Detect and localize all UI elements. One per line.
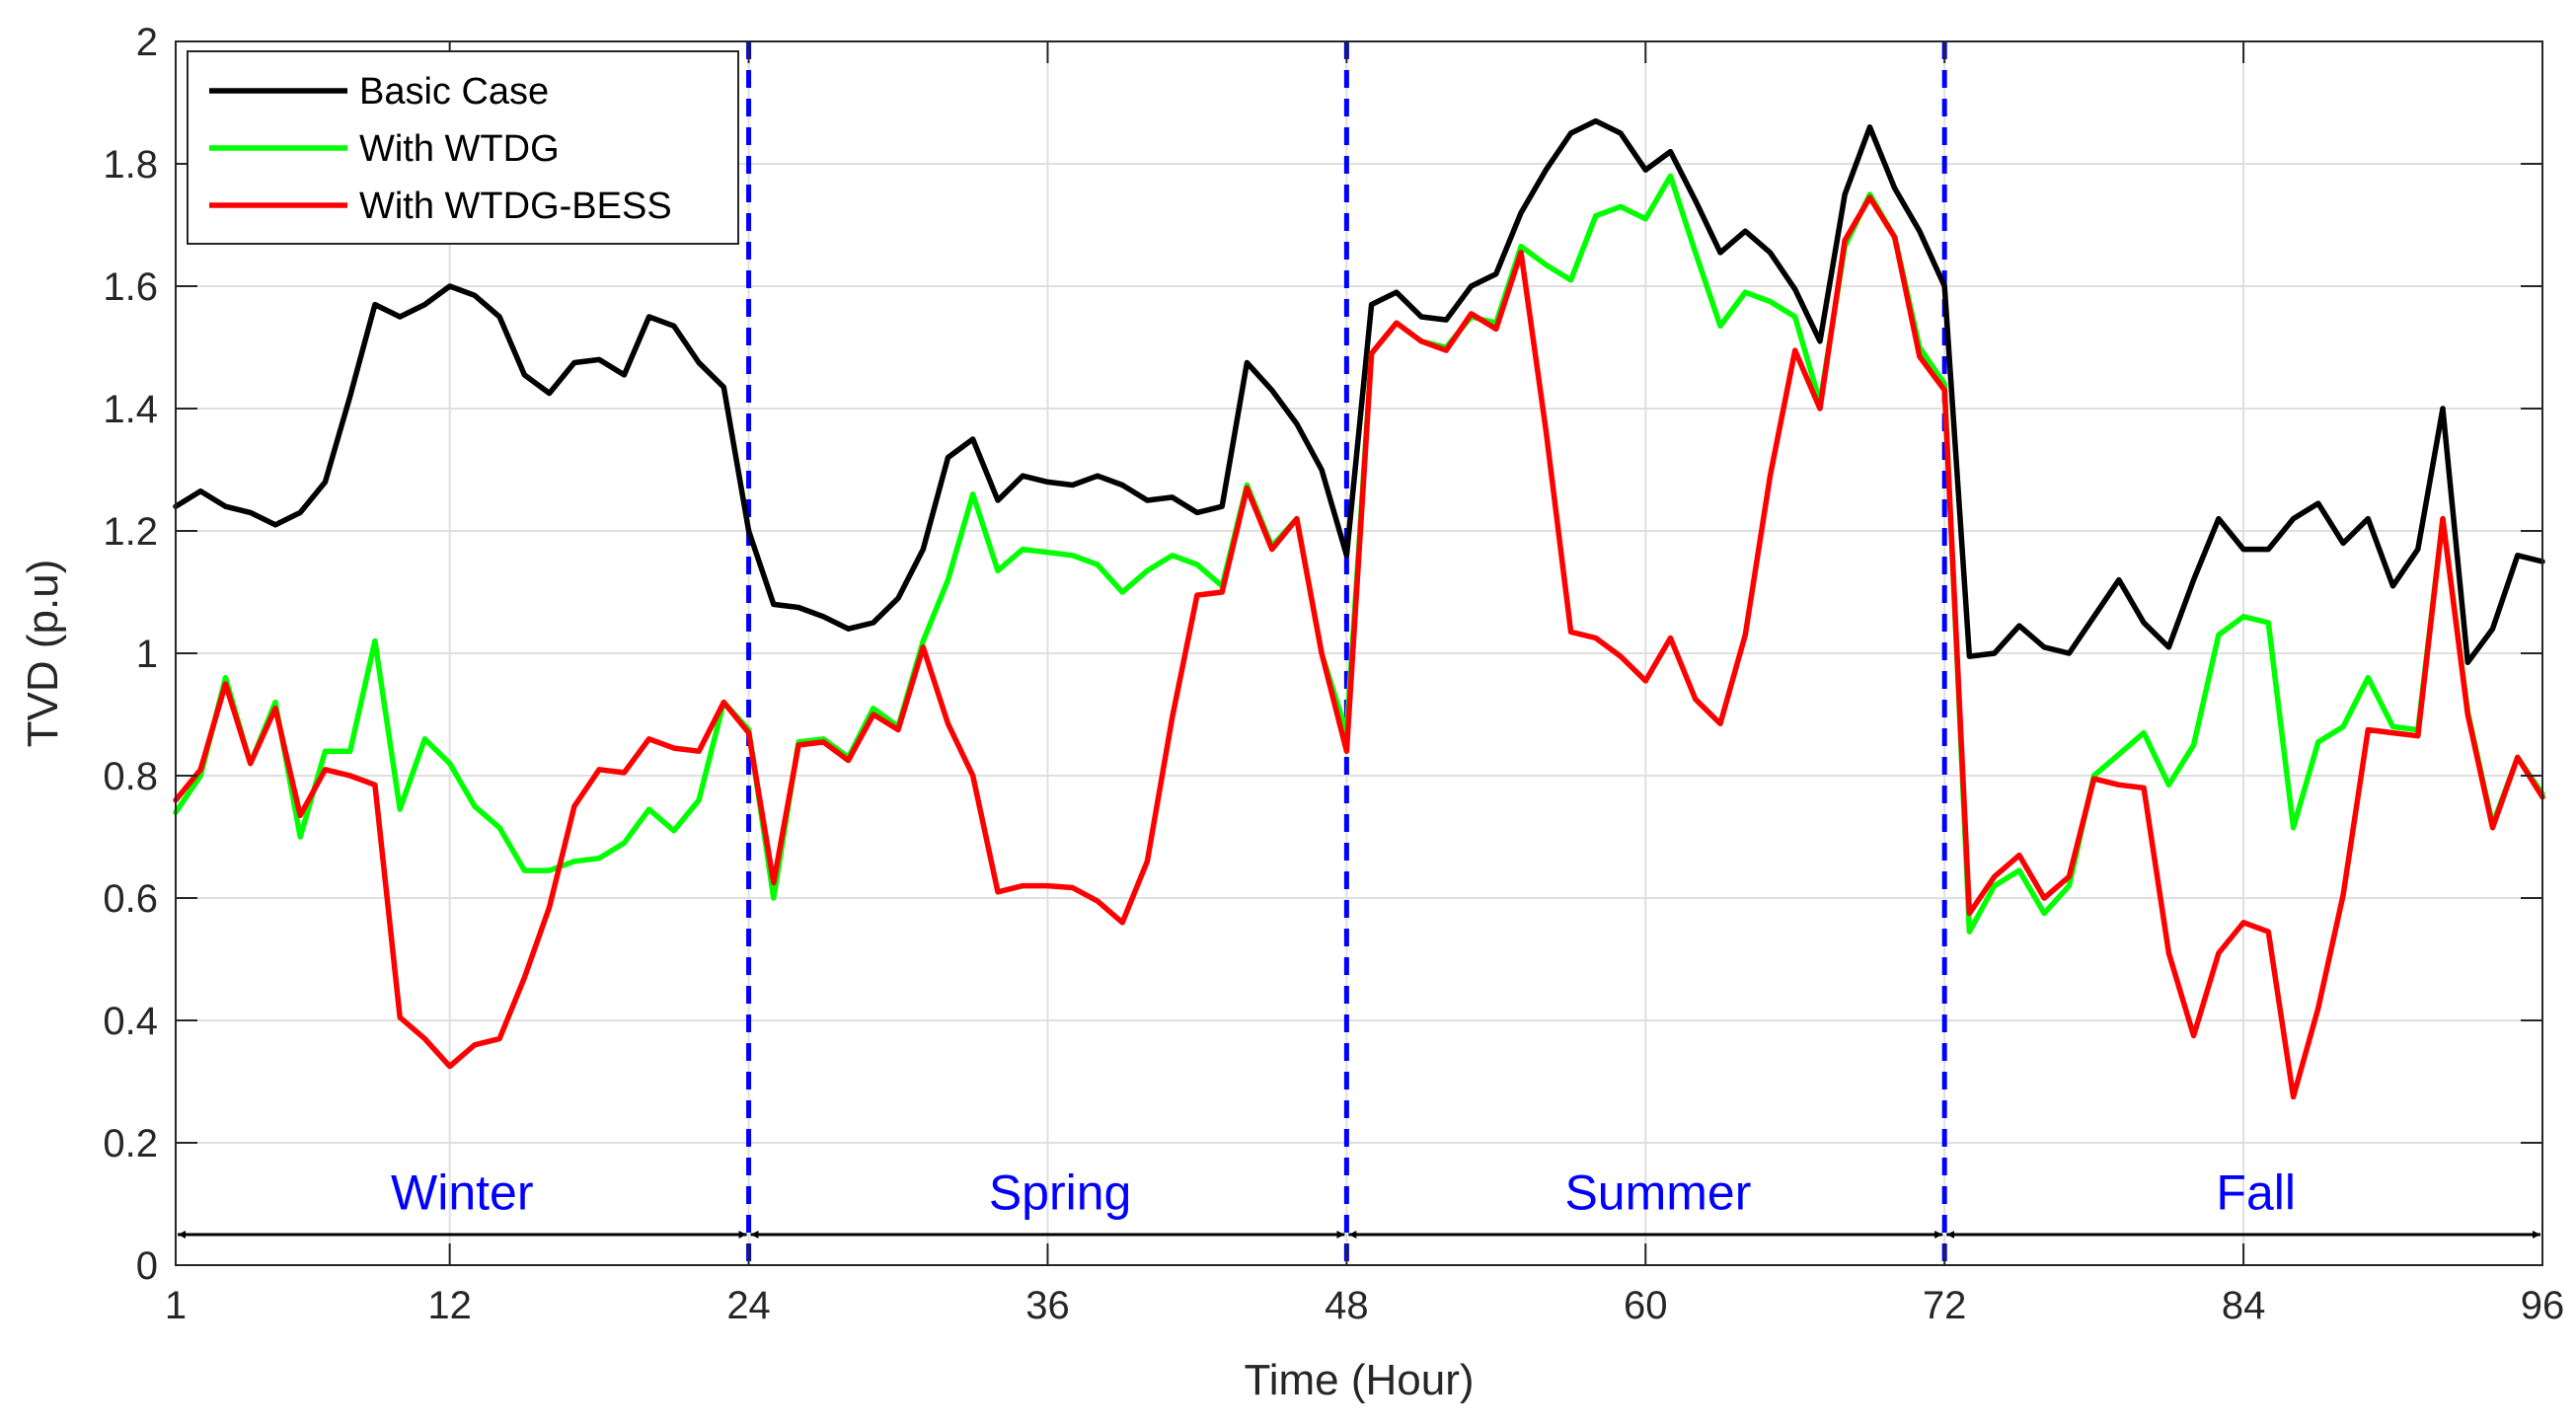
season-label: Winter [391,1165,533,1221]
x-tick-label: 84 [2222,1284,2266,1327]
season-dividers [746,41,1947,1265]
y-tick-label: 1.6 [103,265,158,309]
x-tick-label: 36 [1025,1284,1070,1327]
x-tick-label: 1 [165,1284,187,1327]
y-tick-label: 1 [136,633,158,676]
x-tick-label: 12 [427,1284,472,1327]
x-axis-title: Time (Hour) [1244,1356,1474,1404]
y-tick-label: 0.8 [103,755,158,798]
series-line-basic-case [173,117,2545,666]
season-label: Summer [1564,1165,1751,1221]
y-axis: 0 0.2 0.4 0.6 0.8 1 1.2 1.4 1.6 1.8 2 [103,21,2542,1288]
y-tick-label: 0.6 [103,877,158,921]
y-tick-label: 1.8 [103,143,158,187]
x-tick-label: 24 [726,1284,771,1327]
y-tick-label: 0 [136,1244,158,1288]
season-labels: Winter Spring Summer Fall [391,1165,2296,1221]
series-line-with-wtdg-bess [173,194,2545,1100]
legend-label: With WTDG [359,128,560,170]
legend-label: Basic Case [359,71,549,113]
x-tick-label: 48 [1325,1284,1369,1327]
x-axis: 1 12 24 36 48 60 72 84 96 [165,41,2564,1327]
y-tick-label: 2 [136,21,158,64]
series-lines [173,117,2545,1100]
x-tick-label: 72 [1923,1284,1967,1327]
legend-label: With WTDG-BESS [359,186,672,227]
x-tick-label: 96 [2521,1284,2565,1327]
y-axis-title: TVD (p.u) [19,560,67,748]
y-tick-label: 0.2 [103,1122,158,1165]
season-label: Fall [2216,1165,2296,1221]
x-tick-label: 60 [1624,1284,1668,1327]
y-tick-label: 0.4 [103,1000,158,1043]
season-label: Spring [989,1165,1132,1221]
y-tick-label: 1.4 [103,388,158,431]
y-tick-label: 1.2 [103,510,158,554]
legend: Basic Case With WTDG With WTDG-BESS [187,50,739,245]
